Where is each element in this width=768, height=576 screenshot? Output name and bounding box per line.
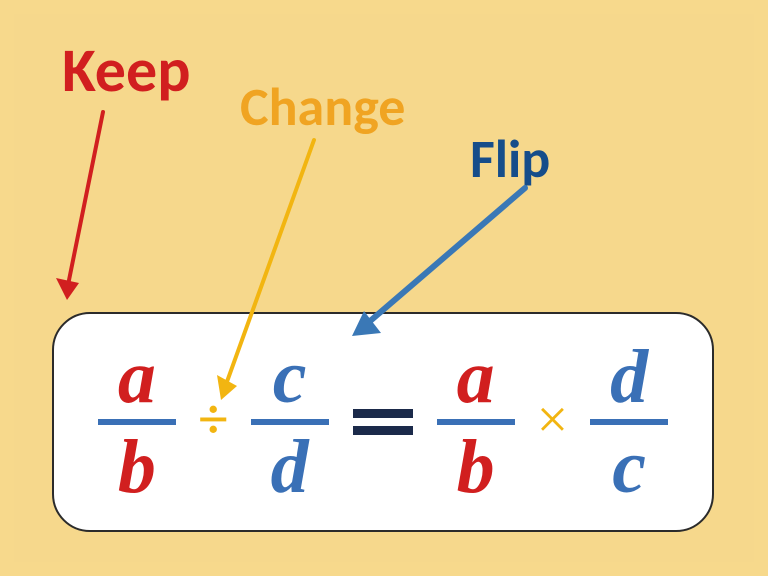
var-d: d bbox=[271, 429, 309, 505]
fraction-left: a b bbox=[98, 339, 176, 505]
var-b2: b bbox=[457, 429, 495, 505]
equals-op bbox=[353, 405, 413, 439]
var-a: a bbox=[118, 339, 156, 415]
fraction-mid: c d bbox=[251, 339, 329, 505]
formula-card: a b ÷ c d a b × d c bbox=[52, 312, 714, 532]
heading-change: Change bbox=[240, 74, 405, 140]
heading-flip: Flip bbox=[470, 126, 550, 192]
canvas: Keep Change Flip a b ÷ c d a b bbox=[14, 14, 754, 562]
var-c: c bbox=[273, 339, 307, 415]
fraction-flip: d c bbox=[590, 339, 668, 505]
heading-keep: Keep bbox=[62, 32, 190, 108]
formula: a b ÷ c d a b × d c bbox=[98, 339, 668, 505]
divide-op: ÷ bbox=[198, 392, 229, 448]
var-b: b bbox=[118, 429, 156, 505]
var-c2: c bbox=[612, 429, 646, 505]
fraction-right: a b bbox=[437, 339, 515, 505]
var-d2: d bbox=[610, 339, 648, 415]
times-op: × bbox=[537, 392, 569, 448]
var-a2: a bbox=[457, 339, 495, 415]
